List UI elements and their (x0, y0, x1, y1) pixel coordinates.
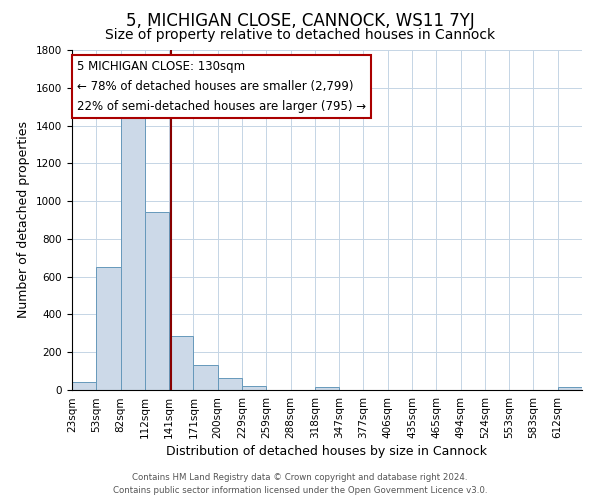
Bar (315, 387, 339, 390)
Bar (193, 366, 218, 390)
Bar (169, 336, 193, 390)
Text: Contains HM Land Registry data © Crown copyright and database right 2024.
Contai: Contains HM Land Registry data © Crown c… (113, 474, 487, 495)
Text: Size of property relative to detached houses in Cannock: Size of property relative to detached ho… (105, 28, 495, 42)
Bar (558, 387, 582, 390)
Bar (72, 382, 96, 390)
X-axis label: Distribution of detached houses by size in Cannock: Distribution of detached houses by size … (167, 446, 487, 458)
Y-axis label: Number of detached properties: Number of detached properties (17, 122, 31, 318)
Bar (96, 267, 121, 390)
Bar (145, 212, 169, 390)
Bar (242, 386, 266, 390)
Text: 5 MICHIGAN CLOSE: 130sqm
← 78% of detached houses are smaller (2,799)
22% of sem: 5 MICHIGAN CLOSE: 130sqm ← 78% of detach… (77, 60, 366, 113)
Bar (218, 378, 242, 390)
Text: 5, MICHIGAN CLOSE, CANNOCK, WS11 7YJ: 5, MICHIGAN CLOSE, CANNOCK, WS11 7YJ (125, 12, 475, 30)
Bar (121, 112, 145, 390)
